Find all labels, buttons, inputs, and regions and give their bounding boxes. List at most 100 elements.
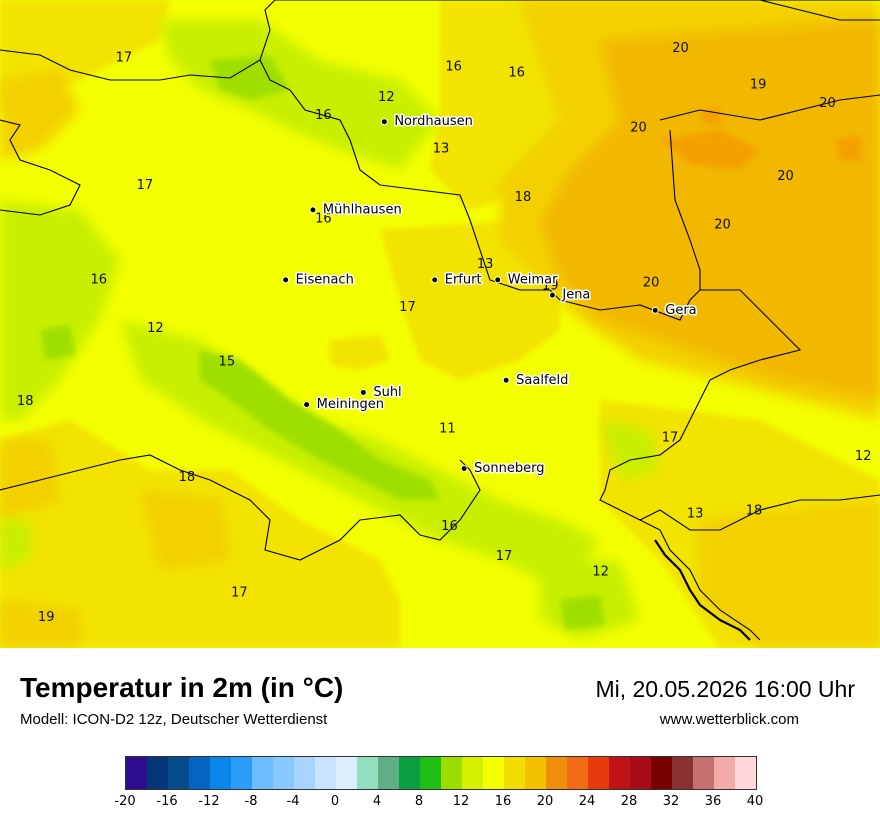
legend-swatch: [336, 757, 357, 789]
city-marker: Eisenach: [282, 271, 355, 289]
legend-tick-label: 20: [536, 794, 554, 809]
temperature-value-label: 17: [116, 50, 133, 65]
temperature-value-label: 18: [17, 394, 34, 409]
map-title: Temperatur in 2m (in °C): [20, 672, 344, 703]
city-dot: [494, 276, 502, 284]
city-marker: Weimar: [494, 271, 560, 289]
city-marker: Jena: [548, 286, 592, 304]
city-marker: Saalfeld: [502, 371, 570, 389]
temperature-value-label: 20: [630, 120, 647, 135]
rivers: [654, 539, 751, 641]
temperature-value-label: 19: [750, 78, 767, 93]
city-dot: [380, 118, 388, 126]
legend-tick-label: 24: [578, 794, 596, 809]
model-subtitle: Modell: ICON-D2 12z, Deutscher Wetterdie…: [20, 711, 328, 728]
legend-swatch: [567, 757, 588, 789]
temperature-value-label: 17: [399, 300, 416, 315]
legend-swatch: [126, 757, 147, 789]
legend-swatch: [315, 757, 336, 789]
color-legend: [125, 756, 757, 790]
city-dot: [548, 291, 556, 299]
legend-swatch: [588, 757, 609, 789]
legend-tick-label: 32: [662, 794, 680, 809]
legend-swatch: [168, 757, 189, 789]
legend-tick-label: 36: [704, 794, 722, 809]
temperature-value-label: 20: [643, 275, 660, 290]
temperature-value-label: 20: [777, 169, 794, 184]
legend-swatch: [693, 757, 714, 789]
legend-tick-label: -20: [114, 794, 136, 809]
city-marker: Meiningen: [303, 396, 386, 414]
temperature-value-label: 17: [496, 549, 513, 564]
city-dot: [359, 388, 367, 396]
legend-swatch: [294, 757, 315, 789]
temperature-value-label: 12: [378, 90, 395, 105]
city-marker: Nordhausen: [380, 113, 474, 131]
legend-tick-label: 16: [494, 794, 512, 809]
city-marker: Erfurt: [431, 271, 483, 289]
legend-swatch: [231, 757, 252, 789]
legend-swatch: [462, 757, 483, 789]
temperature-value-label: 18: [179, 470, 196, 485]
website-link[interactable]: www.wetterblick.com: [659, 711, 799, 728]
temperature-value-label: 16: [315, 108, 332, 123]
temperature-value-label: 17: [231, 586, 248, 601]
temperature-value-label: 16: [315, 212, 332, 227]
legend-swatch: [273, 757, 294, 789]
city-label: Meiningen: [317, 397, 384, 412]
temperature-value-label: 12: [855, 449, 872, 464]
legend-swatch: [651, 757, 672, 789]
city-label: Saalfeld: [516, 373, 568, 388]
legend-tick-label: 8: [414, 794, 424, 809]
temperature-value-label: 16: [445, 59, 462, 74]
temperature-value-label: 19: [542, 278, 559, 293]
city-dot: [303, 401, 311, 409]
legend-tick-label: 40: [746, 794, 764, 809]
legend-swatch: [735, 757, 756, 789]
city-dot: [282, 276, 290, 284]
legend-tick-label: 0: [330, 794, 340, 809]
city-label: Sonneberg: [474, 461, 544, 476]
legend-tick-label: 28: [620, 794, 638, 809]
legend-swatch: [378, 757, 399, 789]
city-label: Erfurt: [445, 272, 482, 287]
temperature-value-label: 16: [508, 66, 525, 81]
borders: [0, 0, 880, 641]
temperature-field: [0, 0, 880, 648]
temperature-value-label: 17: [662, 431, 679, 446]
temperature-value-label: 15: [219, 355, 236, 370]
city-label: Suhl: [373, 385, 401, 400]
city-dot: [651, 306, 659, 314]
temperature-value-label: 20: [672, 41, 689, 56]
temperature-value-label: 18: [515, 190, 532, 205]
legend-swatch: [252, 757, 273, 789]
legend-swatch: [714, 757, 735, 789]
city-label: Jena: [561, 288, 590, 303]
temperature-value-label: 12: [592, 564, 609, 579]
city-markers: Nordhausen Mühlhausen Eisenach Erfurt Weimar…: [282, 113, 698, 478]
city-marker: Suhl: [359, 383, 403, 401]
legend-swatch: [483, 757, 504, 789]
legend-tick-label: -4: [286, 794, 300, 809]
city-dot: [309, 206, 317, 214]
legend-tick-label: -12: [198, 794, 220, 809]
city-label: Mühlhausen: [323, 202, 402, 217]
map-footer: Temperatur in 2m (in °C) Modell: ICON-D2…: [0, 648, 880, 830]
legend-swatch: [441, 757, 462, 789]
legend-tick-label: -8: [244, 794, 258, 809]
temperature-value-label: 13: [477, 257, 494, 272]
temperature-value-label: 18: [746, 504, 763, 519]
temperature-value-label: 20: [819, 96, 836, 111]
city-marker: Sonneberg: [460, 460, 546, 478]
city-marker: Mühlhausen: [309, 201, 403, 219]
legend-swatch: [147, 757, 168, 789]
legend-swatch: [210, 757, 231, 789]
city-dot: [460, 465, 468, 473]
temperature-value-label: 16: [90, 272, 107, 287]
legend-tick-label: -16: [156, 794, 178, 809]
city-dot: [502, 376, 510, 384]
legend-swatch: [630, 757, 651, 789]
legend-swatch: [399, 757, 420, 789]
legend-swatch: [357, 757, 378, 789]
legend-swatch: [420, 757, 441, 789]
